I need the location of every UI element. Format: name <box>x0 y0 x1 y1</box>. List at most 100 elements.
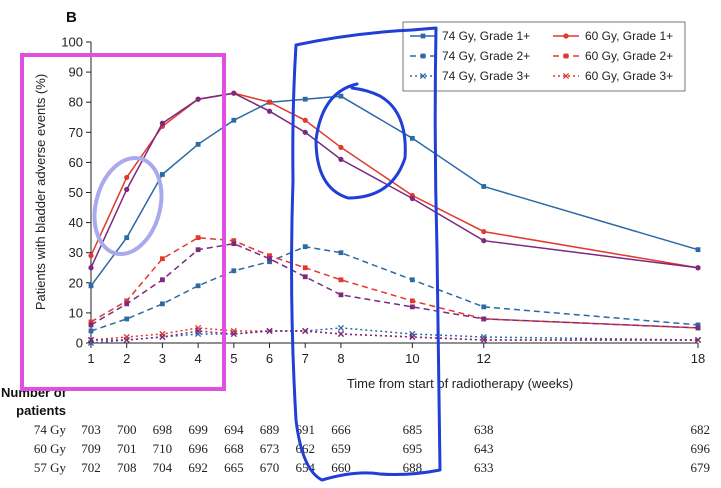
data-point <box>124 301 130 307</box>
data-point <box>337 324 345 332</box>
x-tick-label: 5 <box>230 351 237 366</box>
risk-cell: 643 <box>474 441 494 456</box>
legend-swatch-marker <box>563 53 569 59</box>
data-point <box>231 90 237 96</box>
y-tick-label: 80 <box>69 95 83 110</box>
data-point <box>124 186 130 193</box>
risk-cell: 670 <box>260 460 280 475</box>
data-point <box>159 120 166 126</box>
risk-row: 60 Gy 709 701 710 696 668 673 662 659 695 643 696 <box>34 441 711 456</box>
x-tick-label: 12 <box>477 351 491 366</box>
series-60-gy-grade-2 <box>88 235 701 331</box>
data-point <box>480 336 487 344</box>
y-tick-label: 0 <box>76 336 83 351</box>
risk-cell: 702 <box>81 460 101 475</box>
legend-item: 60 Gy, Grade 3+ <box>553 69 673 83</box>
risk-cell: 689 <box>260 422 280 437</box>
risk-row-label: 60 Gy <box>34 441 67 456</box>
data-point <box>159 333 166 341</box>
data-point <box>267 253 272 259</box>
data-point <box>481 184 487 189</box>
series-74-gy-grade-1 <box>88 93 701 289</box>
data-point <box>338 144 344 150</box>
risk-row: 57 Gy 702 708 704 692 665 670 654 660 688 633 679 <box>34 460 710 475</box>
risk-cell: 701 <box>117 441 137 456</box>
x-tick-label: 6 <box>266 351 273 366</box>
data-point <box>231 241 237 247</box>
data-point <box>123 336 130 344</box>
data-point <box>266 327 273 335</box>
y-tick-label: 70 <box>69 125 83 140</box>
x-tick-label: 10 <box>405 351 419 366</box>
data-point <box>88 328 94 334</box>
risk-cell: 638 <box>474 422 494 437</box>
annotation-layer <box>20 26 442 482</box>
legend: 74 Gy, Grade 1+ 60 Gy, Grade 1+ 74 Gy, Gra… <box>402 21 686 92</box>
data-point <box>338 93 344 99</box>
legend-item: 60 Gy, Grade 1+ <box>553 29 673 43</box>
annotation-freehand-circle <box>314 82 407 200</box>
data-point <box>338 250 344 256</box>
y-tick-label: 30 <box>69 245 83 260</box>
series-line-57-gy-grade-3 <box>91 330 698 341</box>
legend-box <box>402 21 686 92</box>
legend-label: 74 Gy, Grade 1+ <box>442 29 530 43</box>
risk-cell: 692 <box>188 460 208 475</box>
data-point <box>481 238 487 244</box>
risk-cell: 709 <box>81 441 101 456</box>
data-point <box>195 327 202 335</box>
data-point <box>695 247 701 253</box>
data-point <box>88 265 94 271</box>
data-point <box>481 316 487 322</box>
data-point <box>231 268 237 274</box>
x-tick-label: 3 <box>159 351 166 366</box>
x-tick-label: 1 <box>87 351 94 366</box>
series-74-gy-grade-2 <box>88 244 701 334</box>
risk-cell: 703 <box>81 422 101 437</box>
risk-cell: 694 <box>224 422 244 437</box>
data-point <box>409 135 415 141</box>
legend-item: 60 Gy, Grade 2+ <box>553 49 673 63</box>
risk-row: 74 Gy 703 700 698 699 694 689 691 666 685 638 682 <box>34 422 710 437</box>
risk-cell: 633 <box>474 460 494 475</box>
x-tick-label: 4 <box>195 351 202 366</box>
data-point <box>87 336 95 344</box>
risk-cell: 679 <box>691 460 711 475</box>
x-tick-label: 8 <box>337 351 344 366</box>
data-point <box>160 277 165 283</box>
x-axis-title: Time from start of radiotherapy (weeks) <box>347 376 573 391</box>
legend-label: 74 Gy, Grade 2+ <box>442 49 530 63</box>
risk-cell: 668 <box>224 441 244 456</box>
y-tick-label: 100 <box>61 35 83 50</box>
series-line-57-gy-grade-2 <box>90 242 699 329</box>
data-point <box>302 129 308 135</box>
data-point <box>88 283 94 289</box>
data-point <box>409 298 415 304</box>
x-tick-label: 2 <box>123 351 130 366</box>
panel-label: B <box>66 9 77 26</box>
x-tick-label: 7 <box>302 351 309 366</box>
risk-cell: 685 <box>403 422 423 437</box>
series-line-74-gy-grade-2 <box>90 245 699 332</box>
legend-item: 74 Gy, Grade 2+ <box>410 49 530 63</box>
data-point <box>88 253 94 259</box>
risk-row-label: 74 Gy <box>34 422 67 437</box>
y-tick-label: 50 <box>69 185 83 200</box>
legend-item: 74 Gy, Grade 1+ <box>410 29 530 43</box>
risk-cell: 696 <box>188 441 208 456</box>
data-point <box>195 235 201 241</box>
risk-cell: 691 <box>295 422 315 437</box>
data-point <box>302 96 308 102</box>
data-point <box>88 319 94 325</box>
data-point <box>481 304 487 310</box>
risk-cell: 710 <box>153 441 173 456</box>
x-ticks: 1 2 3 4 5 6 7 8 10 12 18 <box>87 343 705 366</box>
series-line-74-gy-grade-3 <box>90 327 699 344</box>
annotation-freehand-box <box>290 26 442 482</box>
risk-cell: 708 <box>117 460 137 475</box>
series-57-gy-grade-2 <box>88 241 701 331</box>
data-point <box>195 247 201 253</box>
legend-item: 74 Gy, Grade 3+ <box>410 69 530 83</box>
data-point <box>88 322 94 328</box>
risk-row-label: 57 Gy <box>34 460 67 475</box>
